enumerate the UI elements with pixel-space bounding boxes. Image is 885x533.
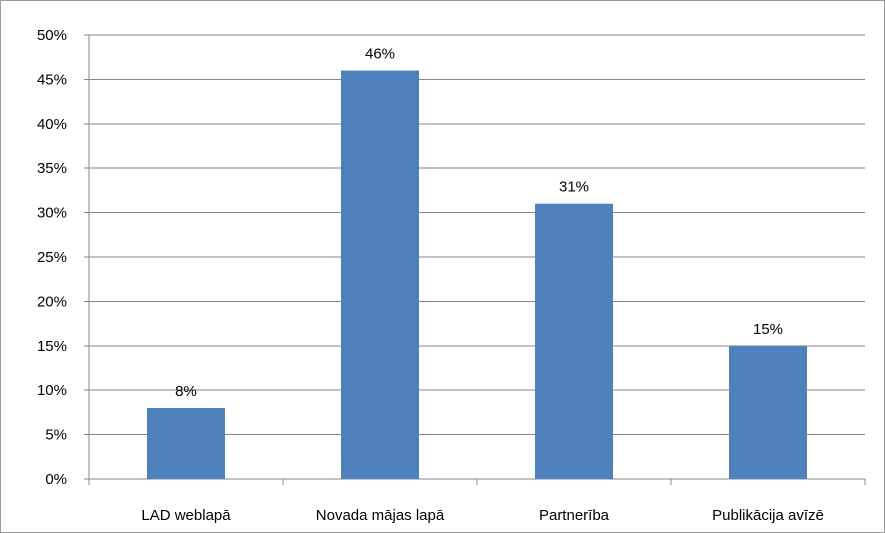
bar: [341, 70, 419, 480]
data-label: 46%: [365, 46, 395, 63]
y-tick-label: 10%: [37, 382, 67, 399]
data-label: 31%: [559, 179, 589, 196]
y-tick-label: 5%: [45, 427, 67, 444]
y-tick-label: 45%: [37, 71, 67, 88]
bar: [147, 407, 225, 479]
category-label: Publikācija avīzē: [712, 507, 824, 524]
y-tick-label: 50%: [37, 27, 67, 44]
category-label: LAD weblapā: [141, 507, 231, 524]
y-tick-label: 40%: [37, 116, 67, 133]
y-tick-label: 0%: [45, 471, 67, 488]
y-tick-label: 35%: [37, 160, 67, 177]
y-tick-label: 15%: [37, 338, 67, 355]
y-tick-label: 25%: [37, 249, 67, 266]
bar: [535, 203, 613, 479]
category-label: Partnerība: [539, 507, 610, 524]
data-label: 8%: [175, 383, 197, 400]
category-label: Novada mājas lapā: [316, 507, 445, 524]
y-tick-label: 20%: [37, 293, 67, 310]
y-tick-label: 30%: [37, 205, 67, 222]
bar: [729, 345, 807, 479]
data-label: 15%: [753, 321, 783, 338]
